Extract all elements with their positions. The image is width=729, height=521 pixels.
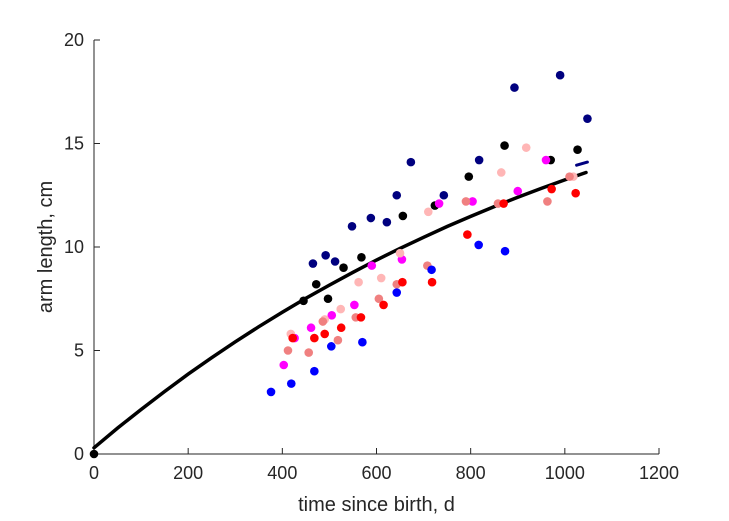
x-axis-label: time since birth, d (298, 494, 455, 516)
data-point (395, 248, 405, 258)
x-tick-label: 1000 (545, 463, 585, 483)
data-point (573, 145, 582, 155)
data-point (463, 230, 472, 239)
data-point (547, 184, 556, 194)
data-point (500, 141, 509, 150)
fit-curve-tail (575, 160, 589, 167)
data-point (376, 273, 386, 283)
y-tick-label: 0 (74, 444, 84, 464)
data-point (565, 172, 574, 181)
axis-labels: time since birth, d arm length, cm (35, 181, 455, 516)
data-point (320, 329, 330, 339)
data-point (541, 155, 551, 165)
data-point (327, 311, 337, 320)
data-point (474, 155, 484, 165)
data-point (398, 211, 408, 221)
axes: 0 200 400 600 800 1000 1200 0 5 10 15 20 (64, 30, 679, 483)
data-point (308, 259, 318, 268)
data-point (461, 197, 471, 206)
data-point (496, 168, 506, 177)
data-point (382, 217, 392, 227)
data-point (350, 300, 359, 310)
data-point (330, 257, 340, 266)
data-point (318, 317, 328, 326)
data-point (333, 335, 343, 345)
data-point (583, 114, 592, 123)
data-point (323, 294, 333, 304)
data-point (336, 304, 346, 314)
data-point (336, 323, 346, 333)
data-point (357, 253, 366, 262)
x-tick-label: 600 (361, 463, 391, 483)
y-tick-label: 20 (64, 30, 84, 50)
data-point (327, 342, 336, 351)
data-point (513, 186, 523, 196)
data-point (500, 246, 510, 256)
data-point (406, 157, 416, 167)
data-point (304, 348, 314, 357)
data-point (354, 277, 363, 287)
x-tick-label: 1200 (639, 463, 679, 483)
data-point (321, 250, 330, 260)
data-point (367, 261, 377, 270)
data-point (306, 323, 316, 333)
y-tick-label: 5 (74, 341, 84, 361)
data-point (286, 379, 296, 388)
data-points (89, 70, 592, 459)
x-tick-label: 200 (173, 463, 203, 483)
x-tick-label: 800 (456, 463, 486, 483)
data-point (434, 199, 444, 208)
data-point (356, 313, 366, 322)
data-point (427, 265, 436, 275)
data-point (379, 300, 388, 310)
data-point (468, 197, 477, 206)
data-point (339, 263, 348, 273)
data-point (266, 387, 276, 397)
data-point (543, 197, 552, 206)
y-tick-label: 10 (64, 237, 84, 257)
data-point (310, 366, 319, 376)
data-point (474, 240, 483, 250)
data-point (392, 288, 402, 297)
x-tick-label: 400 (267, 463, 297, 483)
data-point (571, 188, 580, 198)
data-point (439, 190, 449, 200)
data-point (521, 143, 531, 152)
data-point (347, 222, 357, 231)
y-tick-label: 15 (64, 134, 84, 154)
y-axis-label: arm length, cm (35, 181, 57, 313)
data-point (288, 333, 297, 343)
data-point (310, 333, 319, 343)
data-point (392, 190, 402, 200)
data-point (279, 360, 289, 370)
data-point (555, 70, 565, 80)
data-point (464, 172, 474, 181)
data-point (299, 296, 308, 306)
data-point (366, 213, 376, 223)
data-point (311, 279, 321, 289)
data-point (283, 346, 293, 355)
data-point (89, 449, 99, 459)
data-point (398, 277, 407, 287)
data-point (427, 277, 437, 287)
data-point (374, 294, 384, 304)
x-tick-label: 0 (89, 463, 99, 483)
data-point (499, 199, 508, 208)
data-point (423, 207, 433, 217)
data-point (510, 83, 519, 92)
data-point (358, 337, 367, 347)
